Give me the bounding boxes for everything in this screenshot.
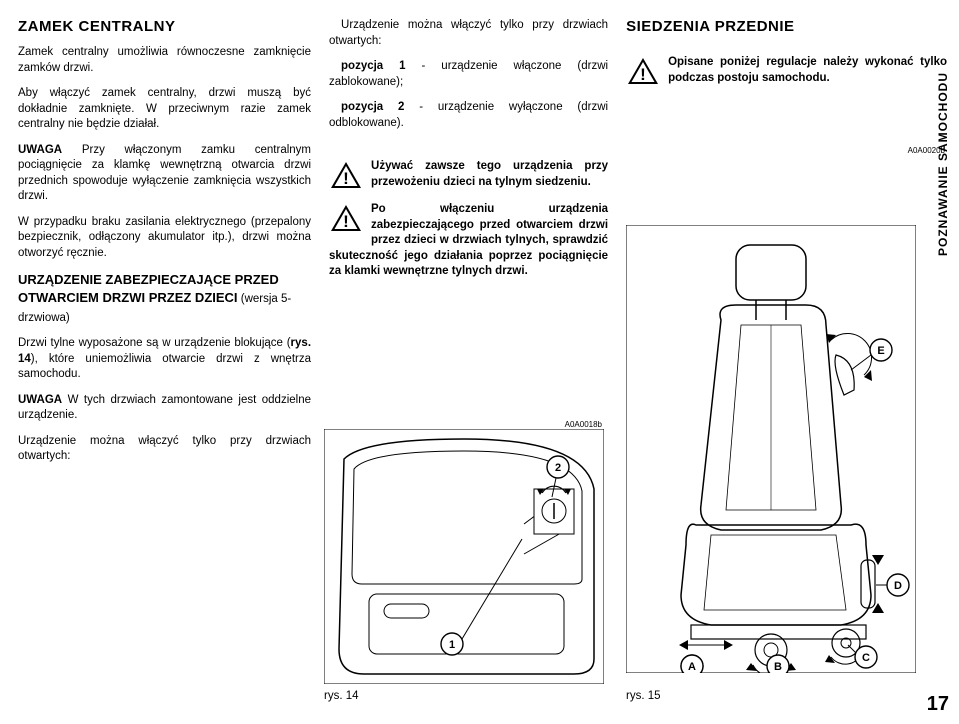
para-text: W tych drzwiach zamontowane jest oddziel… [18, 394, 311, 422]
figure-14: A0A0018b 1 2 [324, 418, 604, 678]
figure-14-caption: rys. 14 [324, 690, 359, 702]
para: UWAGA Przy włączonym zamku centralnym po… [18, 143, 311, 205]
para: W przypadku braku zasilania elektryczneg… [18, 215, 311, 262]
warning-text: Po włączeniu urządzenia zabezpieczająceg… [329, 203, 608, 277]
para: Urządzenie można włączyć tylko przy drzw… [18, 434, 311, 465]
svg-text:!: ! [640, 65, 646, 84]
warning-triangle-icon: ! [329, 160, 363, 190]
figure-15-caption: rys. 15 [626, 690, 661, 702]
callout-d: D [894, 580, 902, 592]
para: pozycja 2 - urządzenie wyłączone (drzwi … [329, 100, 608, 131]
para: Drzwi tylne wyposażone są w urządzenie b… [18, 336, 311, 383]
para: Zamek centralny umożliwia równoczesne za… [18, 45, 311, 76]
para: pozycja 1 - urządzenie włączone (drzwi z… [329, 59, 608, 90]
svg-text:!: ! [343, 212, 349, 231]
pos-label: pozycja 1 [341, 60, 406, 72]
para: UWAGA W tych drzwiach zamontowane jest o… [18, 393, 311, 424]
lead-uwaga: UWAGA [18, 394, 62, 406]
callout-b: B [774, 661, 782, 673]
svg-text:!: ! [343, 169, 349, 188]
heading-zamek: ZAMEK CENTRALNY [18, 18, 311, 35]
para-part: Drzwi tylne wyposażone są w urządzenie b… [18, 337, 291, 349]
side-tab: POZNAWANIE SAMOCHODU [933, 14, 953, 314]
warning-triangle-icon: ! [626, 56, 660, 86]
warning-text: Opisane poniżej regulacje należy wykonać… [668, 55, 947, 86]
para: Aby włączyć zamek centralny, drzwi muszą… [18, 86, 311, 133]
callout-2: 2 [555, 462, 561, 474]
pos-label: pozycja 2 [341, 101, 404, 113]
image-code: A0A0018b [324, 420, 602, 429]
side-tab-label: POZNAWANIE SAMOCHODU [936, 72, 950, 256]
subheading-urzadzenie: URZĄDZENIE ZABEZPIECZAJĄCE PRZED OTWARCI… [18, 271, 311, 326]
para: Urządzenie można włączyć tylko przy drzw… [329, 18, 608, 49]
warning-text: Używać zawsze tego urządzenia przy przew… [371, 159, 608, 190]
figure-15: A A B C D E [626, 225, 916, 673]
callout-a: A [688, 661, 696, 673]
image-code: A0A0020b [626, 146, 945, 155]
warning-block: ! Używać zawsze tego urządzenia przy prz… [329, 159, 608, 190]
lead-uwaga: UWAGA [18, 144, 62, 156]
para-text: Przy włączonym zamku centralnym pociągni… [18, 144, 311, 203]
warning-block: ! Po włączeniu urządzenia zabezpieczając… [329, 202, 608, 280]
para-part: ), które uniemożliwia otwarcie drzwi z w… [18, 353, 311, 381]
callout-e: E [877, 345, 884, 357]
callout-c: C [862, 652, 870, 664]
heading-siedzenia: SIEDZENIA PRZEDNIE [626, 18, 947, 35]
callout-1: 1 [449, 639, 455, 651]
page-number: 17 [927, 693, 949, 716]
warning-triangle-icon: ! [329, 203, 363, 239]
warning-block: ! Opisane poniżej regulacje należy wykon… [626, 55, 947, 86]
